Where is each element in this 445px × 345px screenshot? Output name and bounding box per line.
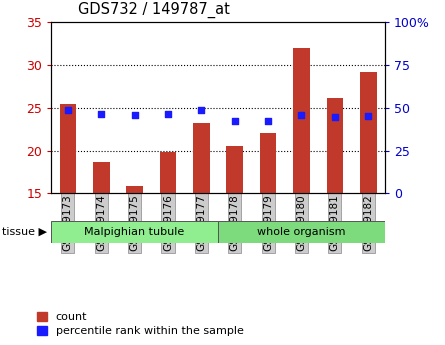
Point (198, 107, 205, 112)
Point (131, 113, 138, 118)
Text: GDS732 / 149787_at: GDS732 / 149787_at (78, 2, 230, 18)
Point (231, 118, 239, 124)
Bar (60, 104, 76, 193)
Text: Malpighian tubule: Malpighian tubule (85, 227, 185, 237)
Bar (126, 186, 143, 193)
Point (298, 112, 305, 117)
Bar (193, 123, 210, 193)
Legend: count, percentile rank within the sample: count, percentile rank within the sample (36, 312, 243, 336)
Point (65, 108, 72, 113)
Bar (327, 98, 343, 193)
Bar (160, 152, 176, 193)
Point (265, 119, 272, 124)
Bar (93, 161, 109, 193)
Text: whole organism: whole organism (257, 227, 346, 237)
Bar (218, 221, 385, 243)
Bar (260, 132, 276, 193)
Bar (51, 221, 218, 243)
Point (165, 111, 172, 117)
Bar (293, 48, 310, 193)
Point (332, 115, 339, 120)
Text: tissue ▶: tissue ▶ (2, 227, 47, 237)
Point (98, 111, 105, 117)
Bar (360, 72, 376, 193)
Bar (227, 146, 243, 193)
Point (365, 114, 372, 119)
